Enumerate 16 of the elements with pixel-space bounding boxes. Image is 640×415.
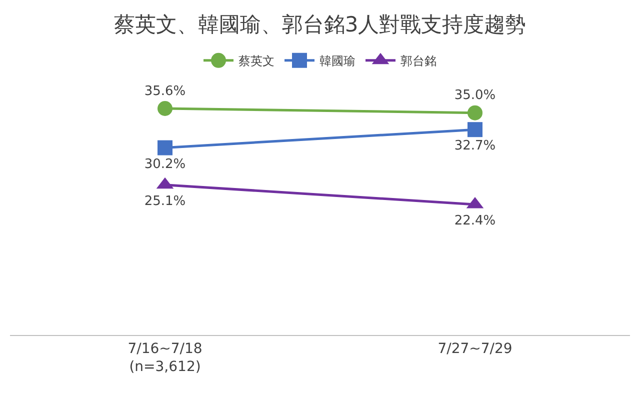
legend-label: 郭台銘 [400, 54, 436, 68]
data-label: 22.4% [454, 214, 496, 229]
data-label: 35.6% [144, 84, 186, 99]
point [158, 101, 172, 116]
data-label: 35.0% [454, 88, 496, 104]
data-label: 30.2% [144, 156, 186, 172]
legend-label: 蔡英文 [238, 54, 274, 68]
point [158, 140, 172, 156]
data-label: 32.7% [454, 138, 496, 154]
chart-title: 蔡英文、韓國瑜、郭台銘3人對戰支持度趨勢 [114, 12, 526, 36]
data-label: 25.1% [144, 194, 186, 209]
point [468, 105, 482, 120]
x-tick-label: 7/16~7/18 (n=3,612) [128, 340, 202, 375]
x-tick-label: 7/27~7/29 [438, 340, 512, 357]
point [468, 122, 482, 138]
legend-label: 韓國瑜 [320, 54, 356, 68]
